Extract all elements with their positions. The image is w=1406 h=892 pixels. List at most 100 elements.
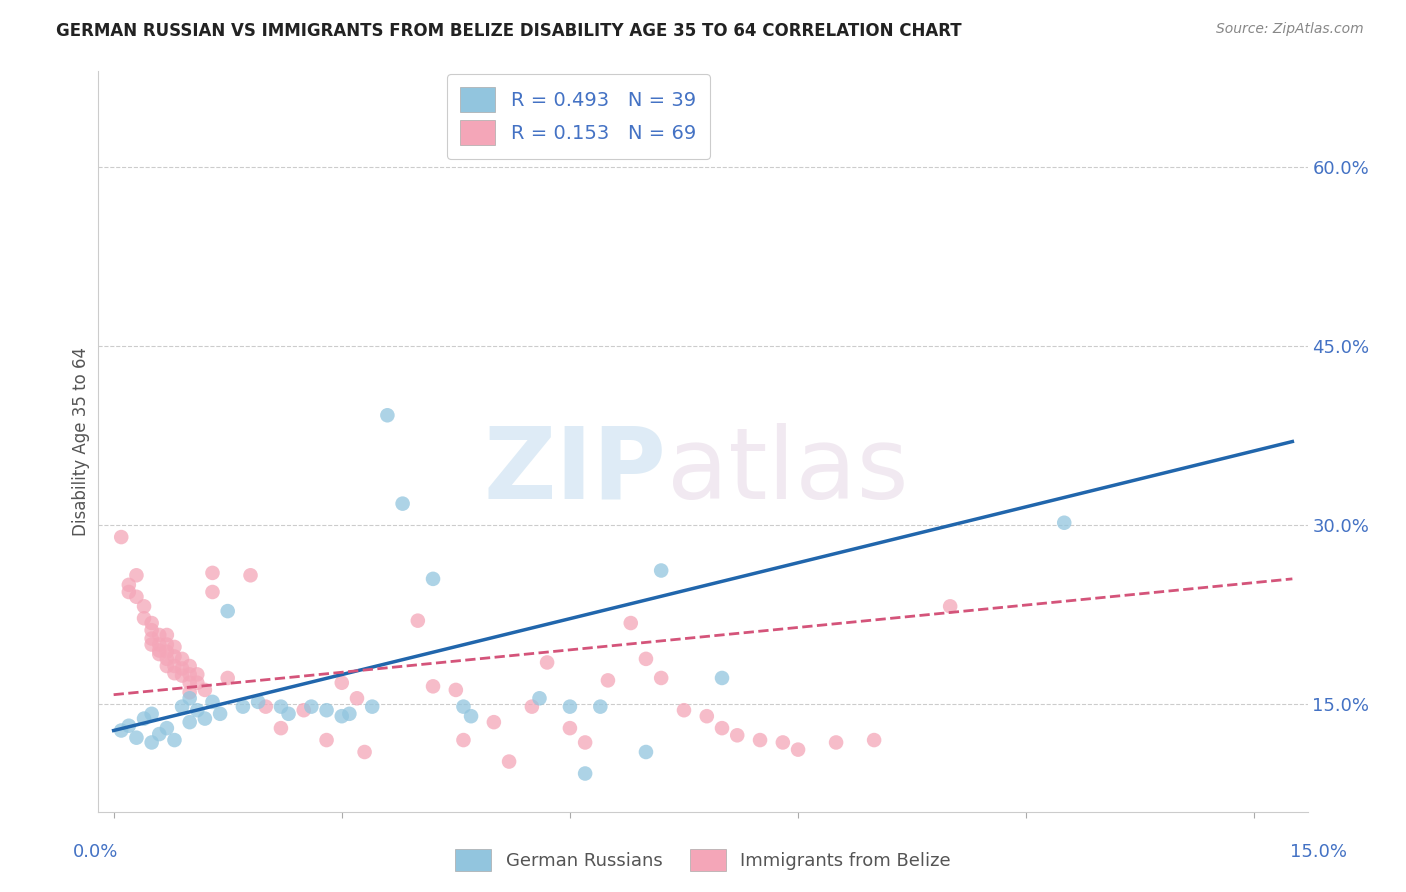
Point bbox=[749, 733, 772, 747]
Point bbox=[201, 585, 224, 599]
Point bbox=[270, 699, 292, 714]
Point bbox=[141, 638, 163, 652]
Point bbox=[186, 675, 208, 690]
Point bbox=[825, 735, 848, 749]
Text: atlas: atlas bbox=[666, 423, 908, 520]
Point bbox=[939, 599, 962, 614]
Point bbox=[163, 640, 186, 654]
Point bbox=[141, 624, 163, 638]
Point bbox=[460, 709, 482, 723]
Point bbox=[110, 723, 132, 738]
Point bbox=[179, 667, 201, 681]
Point bbox=[346, 691, 368, 706]
Legend: R = 0.493   N = 39, R = 0.153   N = 69: R = 0.493 N = 39, R = 0.153 N = 69 bbox=[447, 74, 710, 159]
Point bbox=[422, 572, 444, 586]
Point bbox=[118, 719, 141, 733]
Point bbox=[179, 715, 201, 730]
Point bbox=[239, 568, 262, 582]
Point bbox=[558, 699, 581, 714]
Point bbox=[406, 614, 429, 628]
Point bbox=[650, 671, 672, 685]
Point bbox=[141, 735, 163, 749]
Point bbox=[163, 666, 186, 681]
Point bbox=[163, 649, 186, 664]
Point bbox=[217, 671, 239, 685]
Point bbox=[315, 703, 337, 717]
Point bbox=[574, 735, 596, 749]
Point bbox=[353, 745, 375, 759]
Point bbox=[170, 652, 193, 666]
Point bbox=[141, 632, 163, 646]
Point bbox=[574, 766, 596, 780]
Point bbox=[148, 647, 170, 661]
Point bbox=[453, 699, 475, 714]
Point bbox=[148, 638, 170, 652]
Point bbox=[453, 733, 475, 747]
Point bbox=[156, 638, 179, 652]
Point bbox=[132, 611, 155, 625]
Point bbox=[270, 721, 292, 735]
Point bbox=[277, 706, 299, 721]
Legend: German Russians, Immigrants from Belize: German Russians, Immigrants from Belize bbox=[449, 842, 957, 879]
Point bbox=[725, 728, 748, 742]
Point bbox=[589, 699, 612, 714]
Point bbox=[444, 682, 467, 697]
Point bbox=[118, 585, 141, 599]
Y-axis label: Disability Age 35 to 64: Disability Age 35 to 64 bbox=[72, 347, 90, 536]
Text: 0.0%: 0.0% bbox=[73, 843, 118, 861]
Point bbox=[186, 667, 208, 681]
Point bbox=[558, 721, 581, 735]
Point bbox=[125, 568, 148, 582]
Point bbox=[156, 721, 179, 735]
Point bbox=[163, 733, 186, 747]
Point bbox=[787, 742, 810, 756]
Point bbox=[156, 652, 179, 666]
Point bbox=[209, 706, 232, 721]
Point bbox=[772, 735, 794, 749]
Point bbox=[201, 695, 224, 709]
Point bbox=[247, 695, 270, 709]
Point bbox=[377, 409, 399, 423]
Point bbox=[156, 628, 179, 642]
Point bbox=[254, 699, 277, 714]
Point bbox=[330, 675, 353, 690]
Point bbox=[1053, 516, 1076, 530]
Point bbox=[620, 615, 643, 630]
Point bbox=[179, 685, 201, 699]
Point bbox=[337, 706, 360, 721]
Point bbox=[498, 755, 520, 769]
Point bbox=[650, 564, 672, 578]
Point bbox=[110, 530, 132, 544]
Point bbox=[125, 590, 148, 604]
Point bbox=[125, 731, 148, 745]
Point bbox=[634, 652, 657, 666]
Point bbox=[148, 643, 170, 657]
Point bbox=[863, 733, 886, 747]
Point bbox=[156, 659, 179, 673]
Point bbox=[711, 671, 734, 685]
Point bbox=[179, 659, 201, 673]
Point bbox=[672, 703, 695, 717]
Point bbox=[596, 673, 619, 688]
Point bbox=[315, 733, 337, 747]
Point bbox=[422, 679, 444, 693]
Text: 15.0%: 15.0% bbox=[1291, 843, 1347, 861]
Point bbox=[170, 699, 193, 714]
Point bbox=[194, 712, 217, 726]
Point bbox=[634, 745, 657, 759]
Point bbox=[520, 699, 543, 714]
Point bbox=[529, 691, 551, 706]
Point bbox=[163, 659, 186, 673]
Point bbox=[141, 706, 163, 721]
Point bbox=[179, 675, 201, 690]
Point bbox=[132, 712, 155, 726]
Point bbox=[186, 703, 208, 717]
Point bbox=[132, 599, 155, 614]
Point bbox=[536, 656, 558, 670]
Point bbox=[391, 497, 413, 511]
Point bbox=[141, 615, 163, 630]
Point bbox=[696, 709, 718, 723]
Point bbox=[170, 668, 193, 682]
Point bbox=[148, 628, 170, 642]
Point bbox=[156, 645, 179, 659]
